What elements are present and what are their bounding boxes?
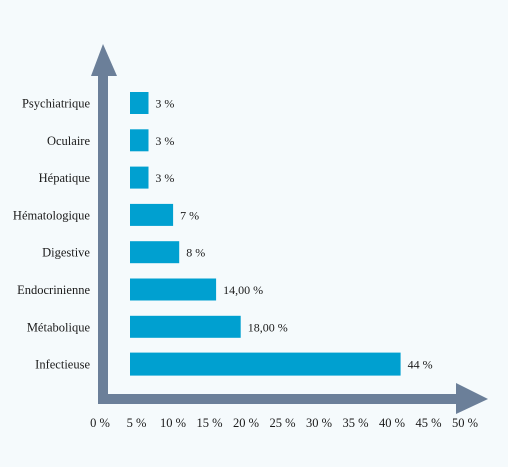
y-axis-arrowhead (91, 44, 117, 76)
category-label: Hématologique (13, 208, 91, 222)
value-label: 14,00 % (223, 283, 263, 297)
x-tick-label: 10 % (160, 416, 186, 430)
value-labels: 3 % 3 % 3 % 7 % 8 % 14,00 % 18,00 % 44 % (155, 97, 432, 372)
category-label: Endocrinienne (17, 283, 90, 297)
x-tick-label: 35 % (342, 416, 368, 430)
value-label: 3 % (155, 134, 174, 148)
bar-digestive (130, 241, 180, 264)
category-label: Hépatique (39, 171, 91, 185)
bar-oculaire (130, 129, 149, 152)
value-label: 3 % (155, 97, 174, 111)
x-tick-label: 0 % (90, 416, 110, 430)
x-tick-label: 40 % (379, 416, 405, 430)
x-tick-label: 25 % (269, 416, 295, 430)
category-labels: Psychiatrique Oculaire Hépatique Hématologi… (13, 97, 91, 372)
value-label: 7 % (180, 208, 199, 222)
category-label: Métabolique (27, 320, 91, 334)
x-axis-arrowhead (456, 383, 488, 414)
x-tick-label: 20 % (233, 416, 259, 430)
category-label: Digestive (42, 246, 90, 260)
bar-endocrinienne (130, 278, 217, 301)
x-tick-label: 45 % (415, 416, 441, 430)
y-axis-line (98, 72, 108, 404)
value-label: 3 % (155, 171, 174, 185)
x-axis-line (98, 394, 460, 404)
x-tick-label: 15 % (196, 416, 222, 430)
value-label: 18,00 % (248, 320, 288, 334)
category-label: Infectieuse (35, 358, 90, 372)
value-label: 8 % (186, 246, 205, 260)
x-tick-label: 5 % (127, 416, 147, 430)
bar-hépatique (130, 166, 149, 189)
value-label: 44 % (408, 358, 433, 372)
bar-hématologique (130, 203, 174, 226)
category-label: Oculaire (47, 134, 90, 148)
x-tick-label: 50 % (452, 416, 478, 430)
x-tick-labels: 0 % 5 % 10 % 15 % 20 % 25 % 30 % 35 % 40 % 45 % 50… (90, 416, 478, 430)
axes (91, 44, 488, 414)
category-label: Psychiatrique (22, 97, 90, 111)
bar-métabolique (130, 315, 241, 338)
bar-psychiatrique (130, 92, 149, 114)
x-tick-label: 30 % (306, 416, 332, 430)
bars (130, 92, 401, 376)
bar-infectieuse (130, 352, 401, 376)
